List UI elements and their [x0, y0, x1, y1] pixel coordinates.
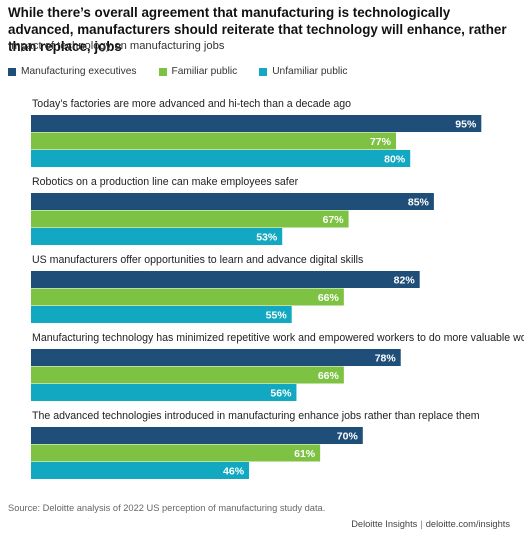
legend-label-familiar: Familiar public [171, 66, 238, 77]
bar-executives [31, 115, 482, 132]
brand-separator: | [420, 519, 423, 529]
bar-value-label: 82% [394, 275, 416, 287]
bar-executives [31, 193, 434, 210]
source-note: Source: Deloitte analysis of 2022 US per… [8, 503, 326, 513]
category-label: Manufacturing technology has minimized r… [32, 332, 524, 344]
legend-swatch-executives [8, 67, 16, 76]
bar-familiar [31, 132, 396, 150]
bar-familiar [31, 366, 344, 384]
legend-item-executives: Manufacturing executives [8, 66, 137, 77]
bar-value-label: 66% [318, 292, 340, 304]
bar-familiar [31, 444, 321, 462]
legend-label-executives: Manufacturing executives [21, 66, 137, 77]
bar-value-label: 80% [384, 154, 406, 166]
legend-swatch-unfamiliar [259, 67, 268, 76]
category-label: Today’s factories are more advanced and … [32, 98, 351, 110]
bar-value-label: 46% [223, 466, 245, 478]
legend-item-unfamiliar: Unfamiliar public [259, 66, 348, 77]
bar-value-label: 70% [337, 431, 359, 443]
category-label: Robotics on a production line can make e… [32, 176, 299, 188]
bar-unfamiliar [31, 384, 297, 401]
bar-familiar [31, 210, 349, 228]
brand-footer: Deloitte Insights | deloitte.com/insights [351, 519, 510, 529]
bar-familiar [31, 288, 344, 306]
bar-value-label: 53% [256, 232, 278, 244]
bar-chart: Today’s factories are more advanced and … [31, 98, 524, 479]
bar-value-label: 85% [408, 197, 430, 209]
bar-value-label: 77% [370, 136, 392, 148]
bar-unfamiliar [31, 462, 250, 479]
category-label: US manufacturers offer opportunities to … [32, 254, 363, 266]
legend-item-familiar: Familiar public [158, 66, 238, 77]
chart-subtitle: Impact of technology on manufacturing jo… [8, 40, 225, 52]
bar-value-label: 66% [318, 370, 340, 382]
legend: Manufacturing executives Familiar public… [8, 66, 348, 77]
legend-label-unfamiliar: Unfamiliar public [272, 66, 348, 77]
bar-executives [31, 271, 420, 288]
bar-unfamiliar [31, 228, 283, 245]
bar-value-label: 78% [375, 353, 397, 365]
bar-executives [31, 349, 401, 366]
bar-executives [31, 427, 363, 444]
bar-value-label: 95% [455, 119, 477, 131]
brand-url: deloitte.com/insights [425, 519, 510, 529]
bar-value-label: 56% [270, 388, 292, 400]
bar-value-label: 55% [266, 310, 288, 322]
bar-value-label: 61% [294, 448, 316, 460]
brand-name: Deloitte Insights [351, 519, 418, 529]
bar-value-label: 67% [323, 214, 345, 226]
legend-swatch-familiar [158, 67, 167, 76]
category-label: The advanced technologies introduced in … [32, 410, 480, 422]
bar-unfamiliar [31, 150, 411, 167]
chart-title: While there’s overall agreement that man… [8, 5, 507, 54]
bar-unfamiliar [31, 306, 292, 323]
